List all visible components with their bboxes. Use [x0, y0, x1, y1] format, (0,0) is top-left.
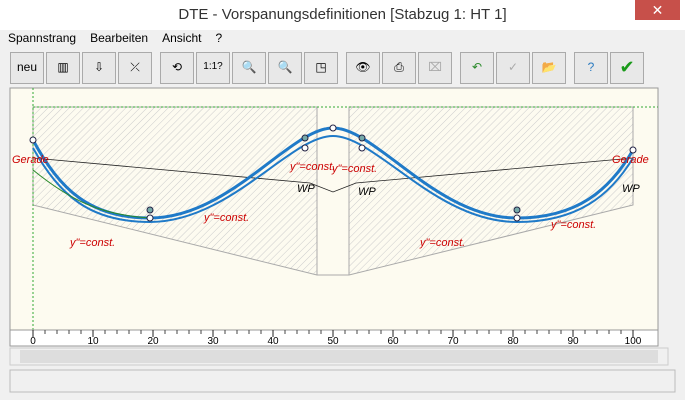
ruler-label: 10	[87, 336, 99, 347]
scale-button[interactable]: 1:1?	[196, 52, 230, 84]
canvas-label: y"=const.	[203, 212, 249, 224]
ruler-label: 40	[267, 336, 279, 347]
axis-line	[32, 157, 634, 193]
canvas-label: y"=const.	[331, 163, 377, 175]
menu-item[interactable]: Spannstrang	[8, 31, 77, 45]
undo-button[interactable]: ↶	[460, 52, 494, 84]
ruler-label: 90	[567, 336, 579, 347]
canvas-label: WP	[622, 183, 640, 195]
ruler-label: 80	[507, 336, 519, 347]
ruler-label: 50	[327, 336, 339, 347]
ok-button[interactable]: ✔	[610, 52, 644, 84]
zoom-in-button[interactable]: 🔍	[232, 52, 266, 84]
tool-button[interactable]: ⤫	[118, 52, 152, 84]
scroll-thumb[interactable]	[20, 350, 658, 363]
canvas-label: y"=const.	[550, 219, 596, 231]
canvas-label: y"=const.	[289, 161, 335, 173]
check-button[interactable]: ✓	[496, 52, 530, 84]
zoom-out-button[interactable]: 🔍	[268, 52, 302, 84]
ruler-label: 0	[30, 336, 36, 347]
print-button[interactable]: ⎙	[382, 52, 416, 84]
title-bar: DTE - Vorspanungsdefinitionen [Stabzug 1…	[0, 0, 685, 30]
canvas-label: Gerade	[12, 154, 49, 166]
menu-item[interactable]: Bearbeiten	[90, 31, 149, 45]
new-button[interactable]: neu	[10, 52, 44, 84]
view-button[interactable]: 👁	[346, 52, 380, 84]
canvas-label: y"=const.	[419, 237, 465, 249]
menu-bar: Spannstrang Bearbeiten Ansicht?	[0, 31, 228, 47]
ruler-label: 70	[447, 336, 459, 347]
menu-item[interactable]: Ansicht	[162, 31, 202, 45]
menu-item[interactable]: ?	[215, 31, 223, 45]
ruler-label: 60	[387, 336, 399, 347]
tool-button[interactable]: ⇩	[82, 52, 116, 84]
canvas-label: WP	[297, 183, 315, 195]
status-bar	[9, 369, 676, 393]
tendon-guide	[32, 169, 151, 219]
open-button[interactable]: 📂	[532, 52, 566, 84]
canvas-label: Gerade	[612, 154, 649, 166]
tool-button[interactable]: ⟲	[160, 52, 194, 84]
canvas-label: y"=const.	[69, 237, 115, 249]
ruler	[9, 329, 659, 347]
help-button[interactable]: ?	[574, 52, 608, 84]
tool-button[interactable]: ▥	[46, 52, 80, 84]
tendon	[32, 134, 634, 224]
ruler-label: 20	[147, 336, 159, 347]
ruler-label: 30	[207, 336, 219, 347]
ruler-label: 100	[625, 336, 642, 347]
close-button[interactable]: ✕	[635, 0, 680, 20]
window-title: DTE - Vorspanungsdefinitionen [Stabzug 1…	[178, 6, 507, 23]
tool-button[interactable]: ⌧	[418, 52, 452, 84]
zoom-window-button[interactable]: ◳	[304, 52, 338, 84]
control-points	[29, 124, 637, 222]
canvas-label: WP	[358, 186, 376, 198]
